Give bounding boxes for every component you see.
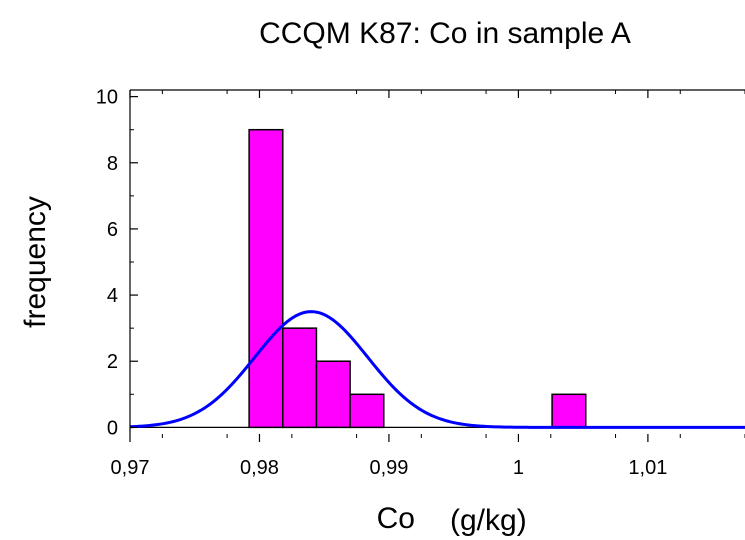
y-tick-label: 0 (107, 417, 118, 439)
x-tick-label: 0,98 (240, 457, 279, 479)
x-axis-unit: (g/kg) (450, 504, 527, 537)
y-tick-label: 10 (96, 87, 118, 109)
plot-area (129, 128, 745, 429)
y-tick-label: 4 (107, 285, 118, 307)
y-axis-label: frequency (19, 196, 52, 328)
normal-curve (129, 310, 745, 429)
x-tick-label: 1 (513, 457, 524, 479)
histogram-bar-2 (315, 360, 351, 429)
x-axis-label: Co (377, 502, 415, 535)
x-tick-label: 1,01 (628, 457, 667, 479)
histogram-bar-0 (248, 128, 284, 429)
histogram-bar-3 (349, 393, 385, 429)
histogram-bar-1 (282, 327, 318, 429)
x-tick-label: 0,97 (111, 457, 150, 479)
y-tick-label: 8 (107, 153, 118, 175)
x-tick-label: 0,99 (369, 457, 408, 479)
y-axis: 0 2 4 6 8 10 (96, 87, 745, 439)
y-tick-label: 2 (107, 351, 118, 373)
histogram-bar-4 (551, 393, 587, 429)
chart-title: CCQM K87: Co in sample A (259, 17, 631, 50)
y-tick-label: 6 (107, 219, 118, 241)
